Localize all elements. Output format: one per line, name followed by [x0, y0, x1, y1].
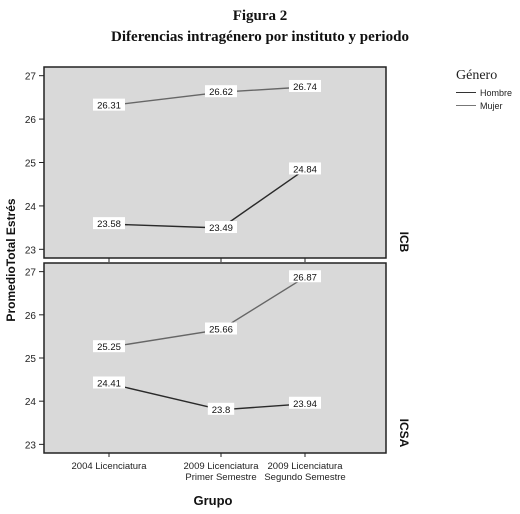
data-label-bg-icb-hombre-0	[93, 217, 125, 230]
legend-item-hombre: Hombre	[456, 86, 512, 99]
data-label-icsa-mujer-2: 26.87	[293, 272, 317, 283]
y-tick-label-icsa-24: 24	[25, 397, 37, 408]
panel-strip-label-icsa: ICSA	[397, 419, 411, 448]
data-label-icsa-mujer-1: 25.66	[209, 325, 233, 336]
data-label-icb-hombre-2: 24.84	[293, 164, 317, 175]
y-tick-label-icsa-26: 26	[25, 311, 37, 322]
y-tick-label-icsa-27: 27	[25, 268, 37, 279]
figure-caption: Diferencias intragénero por instituto y …	[111, 29, 409, 45]
y-tick-label-icb-24: 24	[25, 202, 37, 213]
data-label-icsa-hombre-2: 23.94	[293, 399, 317, 410]
data-label-icsa-mujer-0: 25.25	[97, 342, 121, 353]
data-label-bg-icb-mujer-2	[289, 79, 321, 92]
y-tick-label-icb-26: 26	[25, 115, 37, 126]
data-label-bg-icsa-hombre-2	[289, 396, 321, 409]
panel-strip-label-icb: ICB	[397, 232, 411, 253]
data-label-icb-mujer-1: 26.62	[209, 87, 233, 98]
y-tick-label-icb-23: 23	[25, 245, 37, 256]
legend-swatch-hombre	[456, 92, 476, 93]
data-label-icsa-hombre-1: 23.8	[212, 405, 231, 416]
data-label-bg-icsa-hombre-0	[93, 376, 125, 389]
data-label-bg-icsa-mujer-0	[93, 340, 125, 353]
x-category-label-2-line-0: 2009 Licenciatura	[268, 461, 344, 472]
data-label-icb-hombre-0: 23.58	[97, 219, 121, 230]
data-label-bg-icb-hombre-1	[205, 221, 237, 234]
y-tick-label-icb-25: 25	[25, 159, 37, 170]
legend-label-hombre: Hombre	[480, 87, 513, 98]
data-label-icb-mujer-0: 26.31	[97, 101, 121, 112]
data-label-icb-hombre-1: 23.49	[209, 223, 233, 234]
legend: Género Hombre Mujer	[456, 68, 512, 112]
legend-title: Género	[456, 68, 498, 83]
y-axis-title: PromedioTotal Estrés	[4, 198, 18, 321]
data-label-bg-icsa-mujer-2	[289, 270, 321, 283]
x-category-label-1-line-0: 2009 Licenciatura	[184, 461, 260, 472]
x-axis-title: Grupo	[194, 493, 233, 508]
x-category-label-0: 2004 Licenciatura	[72, 461, 148, 472]
legend-swatch-mujer	[456, 105, 476, 106]
data-label-icb-mujer-2: 26.74	[293, 82, 317, 93]
y-tick-label-icsa-23: 23	[25, 440, 37, 451]
data-label-bg-icsa-hombre-1	[207, 402, 235, 415]
figure-label: Figura 2	[232, 8, 288, 24]
legend-label-mujer: Mujer	[480, 100, 503, 111]
x-category-label-1-line-1: Primer Semestre	[185, 472, 256, 483]
y-tick-label-icsa-25: 25	[25, 354, 37, 365]
data-label-icsa-hombre-0: 24.41	[97, 378, 121, 389]
data-label-bg-icb-mujer-1	[205, 85, 237, 98]
data-label-bg-icsa-mujer-1	[205, 322, 237, 335]
legend-item-mujer: Mujer	[456, 99, 512, 112]
data-label-bg-icb-hombre-2	[289, 162, 321, 175]
x-category-label-2-line-1: Segundo Semestre	[264, 472, 345, 483]
panel-plot-area-icsa	[43, 262, 387, 454]
y-tick-label-icb-27: 27	[25, 72, 37, 83]
data-label-bg-icb-mujer-0	[93, 98, 125, 111]
